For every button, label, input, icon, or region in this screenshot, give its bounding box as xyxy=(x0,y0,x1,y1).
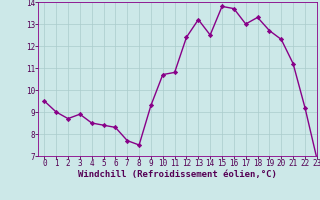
X-axis label: Windchill (Refroidissement éolien,°C): Windchill (Refroidissement éolien,°C) xyxy=(78,170,277,179)
